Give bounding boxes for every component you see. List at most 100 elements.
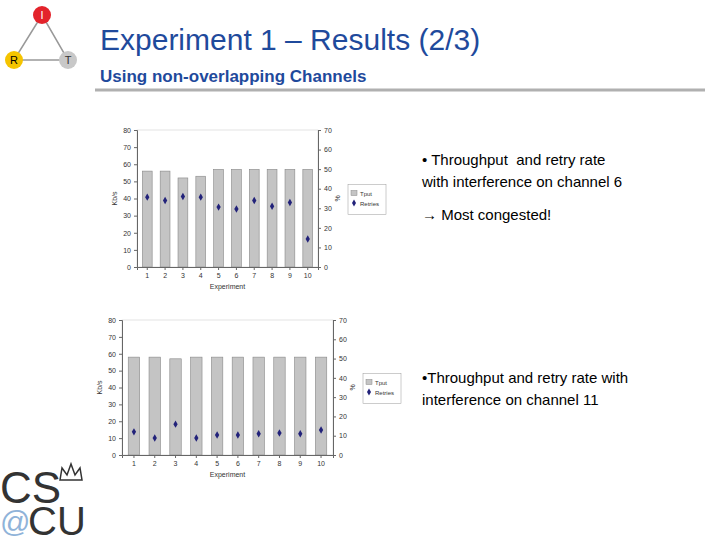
axis: 010203040506070 bbox=[333, 317, 347, 459]
tick-mark bbox=[333, 397, 336, 398]
bar bbox=[232, 357, 243, 455]
tick-mark bbox=[134, 181, 137, 182]
bullet-text: → Most congested! bbox=[422, 206, 551, 223]
bar bbox=[249, 169, 259, 267]
tick-label: 10 bbox=[108, 435, 116, 442]
tick-mark bbox=[119, 438, 122, 439]
tick-label: 80 bbox=[108, 317, 116, 324]
tick-mark bbox=[154, 455, 155, 458]
tick-mark bbox=[119, 354, 122, 355]
tick: 30 bbox=[108, 401, 122, 408]
tick-label: 0 bbox=[127, 264, 131, 271]
tick-mark bbox=[196, 455, 197, 458]
tick: 30 bbox=[318, 205, 332, 212]
tick-mark bbox=[134, 130, 137, 131]
tick-mark bbox=[217, 455, 218, 458]
point bbox=[270, 203, 274, 210]
tick: 0 bbox=[127, 264, 137, 271]
bar bbox=[214, 169, 224, 267]
bullet-text: •Throughput and retry rate with bbox=[422, 369, 628, 386]
point bbox=[181, 193, 185, 200]
slide: IRTExperiment 1 – Results (2/3)Using non… bbox=[0, 0, 720, 540]
legend-label: Tput bbox=[375, 380, 387, 386]
bar bbox=[315, 357, 326, 455]
tick: 8 bbox=[278, 455, 282, 467]
point bbox=[215, 431, 219, 438]
tick: 50 bbox=[318, 166, 332, 173]
tick: 80 bbox=[123, 127, 137, 134]
point bbox=[153, 434, 157, 441]
axis: 12345678910 bbox=[123, 455, 334, 467]
tick: 30 bbox=[123, 212, 137, 219]
tick-label: 80 bbox=[123, 127, 131, 134]
tick: 20 bbox=[318, 225, 332, 232]
tick: 8 bbox=[270, 267, 274, 279]
tick-label: 20 bbox=[324, 225, 332, 232]
tick: 60 bbox=[108, 350, 122, 357]
logo-top: IRT bbox=[5, 6, 77, 69]
tick: 50 bbox=[108, 367, 122, 374]
tick: 40 bbox=[123, 195, 137, 202]
tick-mark bbox=[333, 436, 336, 437]
legend: TputRetries bbox=[363, 374, 401, 404]
bar bbox=[196, 176, 206, 267]
tick-label: 40 bbox=[123, 195, 131, 202]
tick: 60 bbox=[123, 161, 137, 168]
tick-mark bbox=[289, 267, 290, 270]
bullet-text: • Throughput and retry rate bbox=[422, 151, 605, 168]
tick-mark bbox=[119, 455, 122, 456]
logo-letter: I bbox=[40, 9, 43, 21]
tick-label: 10 bbox=[317, 460, 325, 467]
tick-mark bbox=[318, 228, 321, 229]
bar bbox=[274, 357, 285, 455]
tick: 2 bbox=[153, 455, 157, 467]
tick-label: 2 bbox=[163, 272, 167, 279]
legend: TputRetries bbox=[348, 185, 386, 215]
y-axis-title: Kb/s bbox=[111, 191, 118, 206]
tick-label: 40 bbox=[339, 375, 347, 382]
tick-mark bbox=[333, 339, 336, 340]
tick: 7 bbox=[252, 267, 256, 279]
tick-label: 20 bbox=[123, 229, 131, 236]
legend-swatch bbox=[366, 380, 372, 385]
tick: 10 bbox=[317, 455, 325, 467]
bar bbox=[285, 169, 295, 267]
tick-mark bbox=[333, 320, 336, 321]
tick-mark bbox=[119, 320, 122, 321]
tick-mark bbox=[300, 455, 301, 458]
axis-line bbox=[138, 268, 319, 271]
tick: 50 bbox=[333, 355, 347, 362]
tick-mark bbox=[119, 337, 122, 338]
axis-line bbox=[134, 131, 138, 268]
legend-swatch bbox=[352, 200, 356, 207]
legend-box bbox=[363, 374, 401, 404]
axis: 01020304050607080 bbox=[108, 317, 122, 459]
axis-line bbox=[334, 321, 337, 456]
logo-crown bbox=[60, 464, 82, 480]
point bbox=[306, 235, 310, 242]
tick: 4 bbox=[194, 455, 198, 467]
bar bbox=[295, 357, 306, 455]
tick: 80 bbox=[108, 317, 122, 324]
tick-mark bbox=[318, 130, 321, 131]
y2-axis-title: % bbox=[334, 195, 341, 201]
tick-label: 10 bbox=[339, 432, 347, 439]
tick-mark bbox=[307, 267, 308, 270]
tick-label: 4 bbox=[199, 272, 203, 279]
logo-node bbox=[33, 6, 51, 24]
tick-mark bbox=[333, 378, 336, 379]
tick: 20 bbox=[123, 229, 137, 236]
tick-mark bbox=[272, 267, 273, 270]
point bbox=[199, 193, 203, 200]
tick-mark bbox=[321, 455, 322, 458]
point bbox=[236, 431, 240, 438]
legend-swatch bbox=[351, 191, 357, 196]
tick: 9 bbox=[298, 455, 302, 467]
tick-label: 6 bbox=[234, 272, 238, 279]
logo-letter: R bbox=[10, 54, 18, 66]
tick-label: 30 bbox=[324, 205, 332, 212]
legend-swatch bbox=[367, 389, 371, 396]
tick-label: 0 bbox=[339, 452, 343, 459]
tick: 60 bbox=[318, 146, 332, 153]
bar bbox=[267, 169, 277, 267]
